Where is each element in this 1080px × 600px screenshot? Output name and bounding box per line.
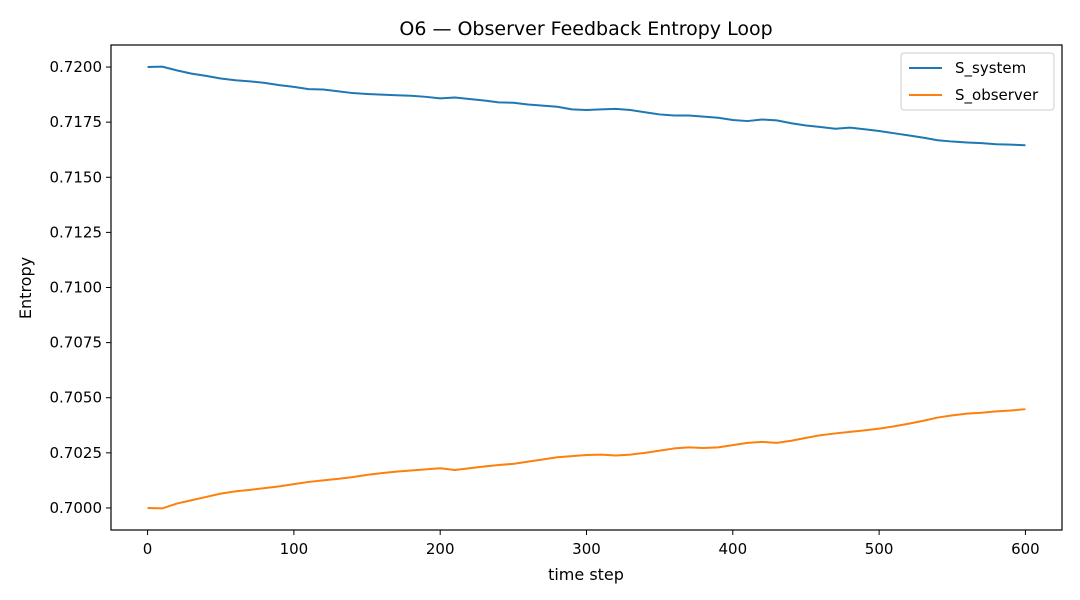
x-tick-label: 500: [865, 540, 894, 558]
series-line-s-system: [147, 65, 1026, 147]
y-tick-label: 0.7200: [50, 58, 103, 76]
y-tick-label: 0.7075: [50, 334, 103, 352]
y-tick-label: 0.7000: [50, 499, 103, 517]
legend-label: S_system: [955, 59, 1026, 78]
y-tick-label: 0.7150: [50, 168, 103, 186]
y-tick-label: 0.7050: [50, 389, 103, 407]
x-tick-label: 300: [572, 540, 601, 558]
x-tick-label: 400: [718, 540, 747, 558]
x-tick-label: 100: [280, 540, 309, 558]
legend: S_system S_observer: [900, 52, 1055, 111]
legend-label: S_observer: [955, 86, 1039, 105]
y-tick-label: 0.7175: [50, 113, 103, 131]
legend-items: S_system S_observer: [909, 59, 1039, 105]
y-axis-ticks: 0.7000 0.7025 0.7050 0.7075 0.7100 0.7125 0.71…: [50, 58, 111, 517]
y-axis-label: Entropy: [16, 257, 35, 319]
y-tick-label: 0.7125: [50, 223, 103, 241]
x-tick-label: 600: [1011, 540, 1040, 558]
y-tick-label: 0.7025: [50, 444, 103, 462]
series-line-s-observer: [147, 408, 1026, 510]
chart-title: O6 — Observer Feedback Entropy Loop: [399, 18, 772, 40]
x-axis-ticks: 0 100 200 300 400 500 600: [143, 530, 1040, 558]
x-tick-label: 0: [143, 540, 153, 558]
series-layer: [147, 65, 1026, 510]
x-axis-label: time step: [548, 565, 624, 584]
y-tick-label: 0.7100: [50, 279, 103, 297]
x-tick-label: 200: [426, 540, 455, 558]
